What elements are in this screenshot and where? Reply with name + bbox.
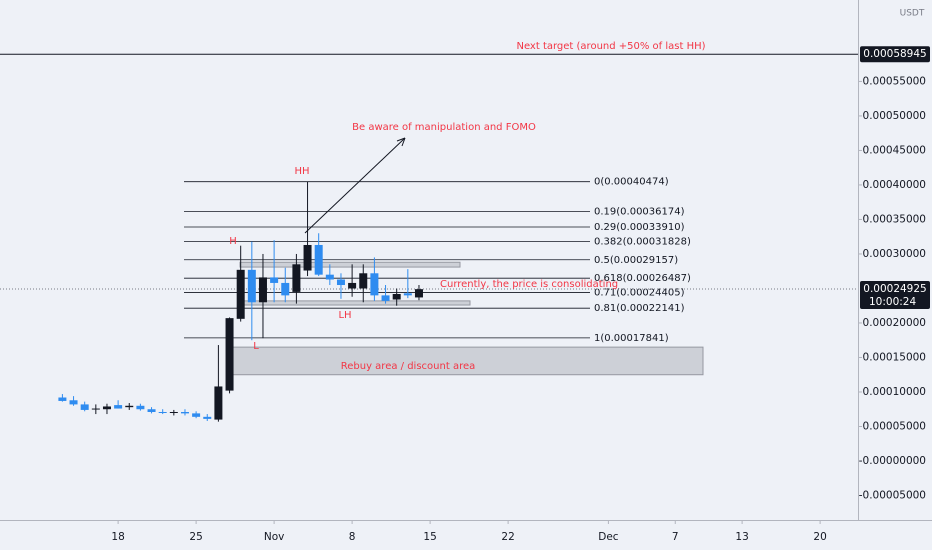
- candle-body: [169, 411, 178, 413]
- y-tick-label: -0.00005000: [859, 490, 926, 502]
- candle-body: [80, 404, 89, 410]
- candle-body: [303, 244, 312, 271]
- fib-label: 0.382(0.00031828): [594, 236, 691, 247]
- candle-body: [192, 413, 201, 417]
- arrow: [304, 137, 406, 234]
- x-tick-label: 20: [813, 531, 826, 543]
- candle-body: [147, 409, 156, 412]
- candle-body: [392, 293, 401, 300]
- y-tick-label: 0.00020000: [863, 317, 926, 329]
- candle-body: [180, 411, 189, 414]
- annotation: H: [229, 236, 237, 247]
- y-tick-label: 0.00030000: [863, 248, 926, 260]
- candle-body: [114, 405, 123, 409]
- candle-body: [214, 386, 223, 420]
- candle-body: [102, 406, 111, 410]
- candle-body: [281, 282, 290, 296]
- candle-body: [69, 400, 78, 405]
- candle-body: [236, 269, 245, 319]
- last-price-label: 0.00024925: [863, 283, 926, 295]
- annotation: Be aware of manipulation and FOMO: [352, 122, 536, 133]
- candle-body: [348, 282, 357, 289]
- candle-body: [336, 279, 345, 286]
- y-tick-label: 0.00045000: [863, 144, 926, 156]
- y-tick-label: 0.00050000: [863, 110, 926, 122]
- candle-body: [225, 318, 234, 391]
- fib-label: 0.81(0.00022141): [594, 303, 685, 314]
- candle-body: [270, 277, 279, 283]
- annotation: L: [253, 341, 259, 352]
- fib-label: 1(0.00017841): [594, 333, 669, 344]
- x-tick-label: Dec: [598, 531, 619, 543]
- candle-body: [381, 295, 390, 301]
- target-price-box: [860, 46, 930, 63]
- arrow-head: [396, 137, 406, 147]
- y-tick-label: 0.00040000: [863, 179, 926, 191]
- fib-label: 0.618(0.00026487): [594, 273, 691, 284]
- candle-body: [247, 269, 256, 303]
- candle-body: [91, 408, 100, 410]
- zone-label: Rebuy area / discount area: [341, 361, 476, 372]
- fib-label: 0(0.00040474): [594, 177, 669, 188]
- candle-body: [125, 405, 134, 408]
- candle-body: [203, 416, 212, 419]
- x-tick-label: 18: [111, 531, 124, 543]
- x-tick-label: 15: [423, 531, 436, 543]
- x-tick-label: 22: [501, 531, 514, 543]
- candle-body: [292, 264, 301, 292]
- annotation: HH: [294, 166, 309, 177]
- y-tick-label: 0.00035000: [863, 213, 926, 225]
- x-tick-label: 13: [735, 531, 748, 543]
- fib-label: 0.5(0.00029157): [594, 255, 678, 266]
- candle-body: [58, 397, 67, 401]
- candle-body: [314, 244, 323, 275]
- y-tick-label: 0.00005000: [863, 420, 926, 432]
- target-price-label: 0.00058945: [863, 48, 926, 60]
- zone: [239, 261, 461, 268]
- annotation: LH: [338, 310, 351, 321]
- candle-body: [370, 273, 379, 296]
- x-tick-label: Nov: [264, 531, 285, 543]
- fib-label: 0.29(0.00033910): [594, 222, 685, 233]
- candle-body: [258, 277, 267, 303]
- last-price-box: [860, 280, 930, 309]
- x-tick-label: 8: [349, 531, 356, 543]
- candle-body: [158, 411, 167, 413]
- fib-label: 0.71(0.00024405): [594, 288, 685, 299]
- candle-body: [136, 405, 145, 410]
- annotation: Next target (around +50% of last HH): [516, 41, 705, 52]
- candle-body: [359, 273, 368, 289]
- candle-body: [403, 293, 412, 296]
- y-tick-label: 0.00055000: [863, 75, 926, 87]
- countdown-label: 10:00:24: [869, 296, 916, 308]
- candle-body: [414, 289, 423, 298]
- y-tick-label: 0.00010000: [863, 386, 926, 398]
- y-tick-label: -0.00000000: [859, 455, 926, 467]
- candle-body: [325, 274, 334, 280]
- x-tick-label: 7: [672, 531, 679, 543]
- x-tick-label: 25: [189, 531, 202, 543]
- annotation: Currently, the price is consolidating: [440, 279, 618, 290]
- fib-label: 0.19(0.00036174): [594, 206, 685, 217]
- y-tick-label: 0.00015000: [863, 351, 926, 363]
- currency-label: USDT: [900, 9, 925, 19]
